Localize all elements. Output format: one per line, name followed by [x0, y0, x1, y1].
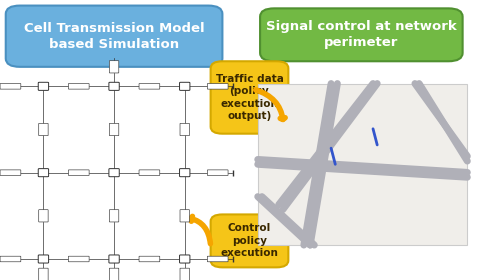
FancyBboxPatch shape	[180, 268, 190, 280]
FancyBboxPatch shape	[38, 82, 48, 90]
FancyBboxPatch shape	[180, 255, 190, 263]
FancyBboxPatch shape	[139, 83, 160, 89]
FancyBboxPatch shape	[38, 255, 48, 263]
FancyBboxPatch shape	[180, 123, 190, 136]
FancyBboxPatch shape	[109, 61, 119, 73]
FancyBboxPatch shape	[180, 169, 190, 177]
FancyBboxPatch shape	[68, 83, 89, 89]
FancyBboxPatch shape	[207, 256, 228, 262]
FancyBboxPatch shape	[180, 82, 190, 90]
FancyBboxPatch shape	[211, 61, 288, 134]
FancyBboxPatch shape	[109, 210, 119, 222]
Text: Control
policy
execution: Control policy execution	[220, 223, 278, 258]
FancyBboxPatch shape	[0, 83, 21, 89]
Text: Cell Transmission Model
based Simulation: Cell Transmission Model based Simulation	[24, 22, 204, 51]
FancyBboxPatch shape	[38, 169, 48, 177]
FancyBboxPatch shape	[0, 256, 21, 262]
FancyBboxPatch shape	[109, 268, 119, 280]
FancyBboxPatch shape	[258, 83, 468, 245]
FancyBboxPatch shape	[6, 6, 222, 67]
Text: Signal control at network
perimeter: Signal control at network perimeter	[266, 20, 457, 49]
FancyBboxPatch shape	[0, 170, 21, 176]
FancyBboxPatch shape	[109, 255, 119, 263]
Text: Traffic data
(policy
execution
output): Traffic data (policy execution output)	[216, 74, 283, 121]
FancyBboxPatch shape	[260, 8, 463, 61]
FancyBboxPatch shape	[68, 256, 89, 262]
FancyBboxPatch shape	[207, 83, 228, 89]
FancyBboxPatch shape	[211, 214, 288, 267]
FancyBboxPatch shape	[109, 123, 119, 136]
FancyBboxPatch shape	[39, 268, 48, 280]
FancyBboxPatch shape	[139, 256, 160, 262]
FancyBboxPatch shape	[207, 170, 228, 176]
FancyBboxPatch shape	[139, 170, 160, 176]
FancyBboxPatch shape	[109, 82, 119, 90]
FancyBboxPatch shape	[68, 170, 89, 176]
FancyBboxPatch shape	[109, 169, 119, 177]
FancyBboxPatch shape	[180, 210, 190, 222]
FancyBboxPatch shape	[39, 123, 48, 136]
FancyBboxPatch shape	[39, 210, 48, 222]
